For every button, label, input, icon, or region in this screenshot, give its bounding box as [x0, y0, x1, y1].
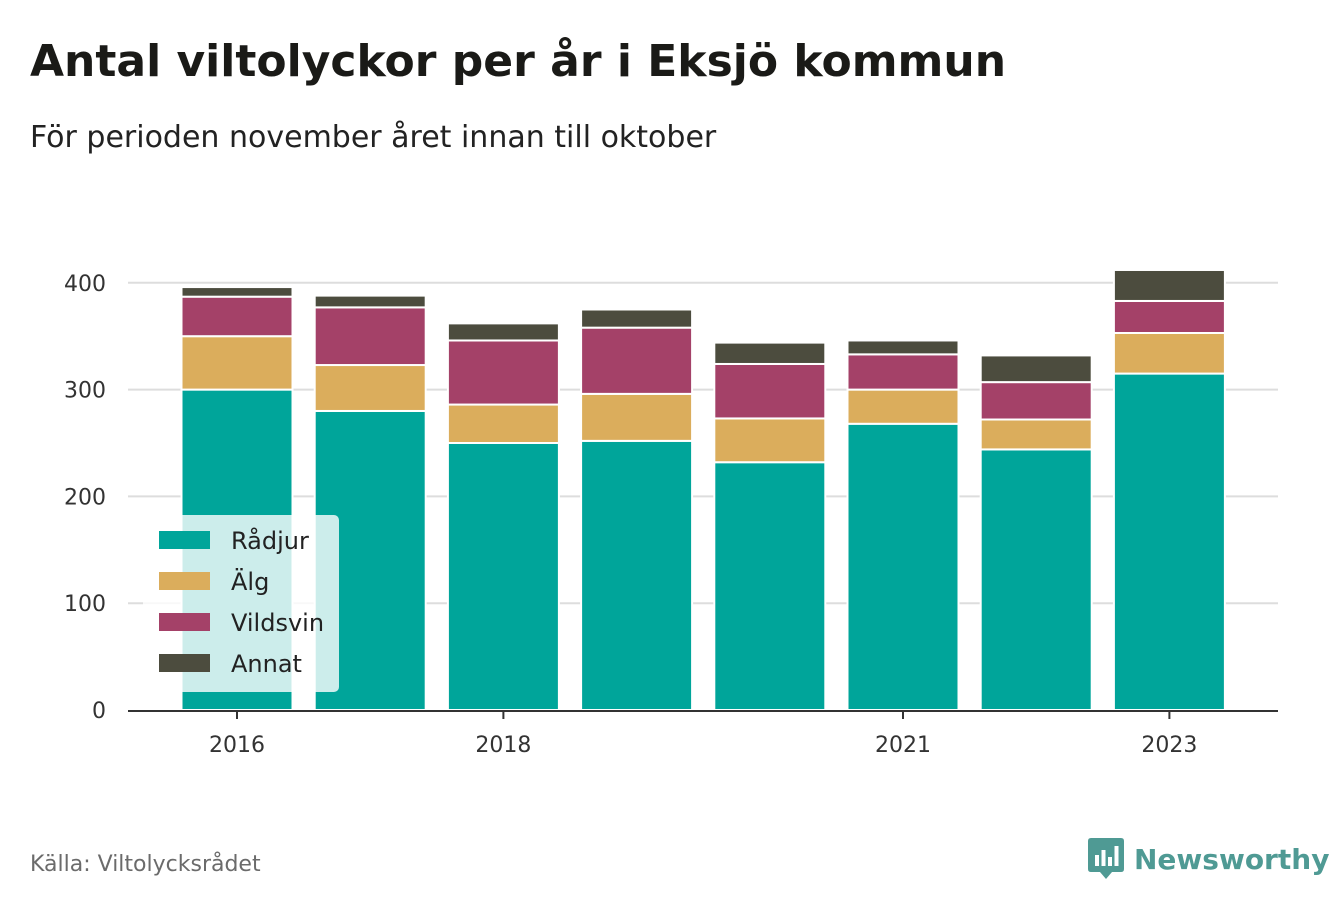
y-tick-label: 100: [64, 592, 106, 617]
bar-segment-annat: [1112, 268, 1226, 302]
legend-label-vildsvin: Vildsvin: [231, 609, 324, 637]
bar-segment-rådjur: [580, 439, 694, 711]
x-tick-label: 2021: [875, 733, 931, 758]
bar-segment-rådjur: [979, 448, 1093, 711]
y-tick-label: 200: [64, 485, 106, 510]
bar-segment-rådjur: [846, 422, 960, 711]
x-tick-label: 2018: [475, 733, 531, 758]
bar-segment-vildsvin: [713, 362, 827, 420]
bar-segment-vildsvin: [580, 326, 694, 395]
y-tick-label: 300: [64, 379, 106, 404]
bar-segment-vildsvin: [313, 306, 427, 367]
legend: Rådjur Älg Vildsvin Annat: [143, 515, 339, 692]
bar-chart-speech-bubble-icon: [1088, 838, 1124, 879]
source-note: Källa: Viltolycksrådet: [30, 852, 261, 877]
bar-segment-annat: [446, 322, 560, 342]
x-tick-label: 2023: [1141, 733, 1197, 758]
bar-segment-älg: [446, 403, 560, 445]
y-axis-ticks: 0 100 200 300 400: [64, 272, 106, 724]
legend-label-annat: Annat: [231, 650, 302, 678]
legend-swatch-rådjur: [159, 531, 210, 549]
bar-segment-vildsvin: [446, 339, 560, 406]
bar-segment-vildsvin: [979, 381, 1093, 421]
bar-segment-rådjur: [446, 442, 560, 711]
legend-box: [143, 515, 339, 692]
bar-segment-rådjur: [713, 461, 827, 711]
bar-segment-älg: [979, 418, 1093, 451]
bar-segment-annat: [580, 308, 694, 329]
bar-segment-rådjur: [1112, 372, 1226, 711]
legend-label-älg: Älg: [231, 567, 269, 596]
chart-title: Antal viltolyckor per år i Eksjö kommun: [30, 36, 1007, 87]
bar-segment-älg: [180, 335, 294, 391]
bar-segment-annat: [846, 339, 960, 356]
legend-swatch-vildsvin: [159, 613, 210, 631]
bar-segment-annat: [979, 354, 1093, 384]
brand-name: Newsworthy: [1134, 842, 1330, 876]
bar-segment-älg: [846, 388, 960, 425]
legend-swatch-älg: [159, 572, 210, 590]
bar-segment-annat: [180, 286, 294, 298]
legend-label-rådjur: Rådjur: [231, 526, 309, 555]
bar-segment-älg: [713, 417, 827, 464]
bar-segment-älg: [1112, 331, 1226, 375]
bar-segment-vildsvin: [1112, 299, 1226, 334]
chart-subtitle: För perioden november året innan till ok…: [30, 120, 717, 155]
y-tick-label: 400: [64, 272, 106, 297]
newsworthy-logo[interactable]: Newsworthy: [1088, 838, 1329, 880]
bar-segment-älg: [313, 364, 427, 412]
bar-segment-älg: [580, 392, 694, 442]
legend-swatch-annat: [159, 654, 210, 672]
bar-segment-annat: [713, 341, 827, 365]
y-tick-label: 0: [92, 699, 106, 724]
bar-segment-annat: [313, 294, 427, 309]
x-tick-label: 2016: [209, 733, 265, 758]
bar-segment-vildsvin: [180, 295, 294, 338]
bar-segment-vildsvin: [846, 353, 960, 391]
x-axis-ticks: 2016 2018 2021 2023: [209, 711, 1197, 758]
